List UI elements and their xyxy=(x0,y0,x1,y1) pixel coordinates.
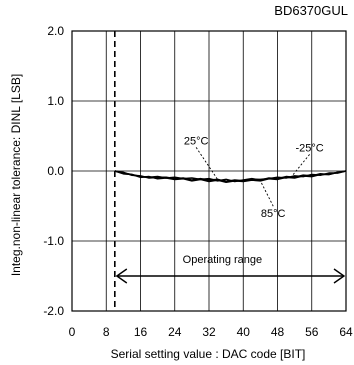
annotation-label: 25°C xyxy=(184,135,209,147)
x-tick-label: 40 xyxy=(237,325,251,339)
annotation-label: 85°C xyxy=(261,208,286,220)
annotation-leader xyxy=(259,180,274,207)
operating-range-label: Operating range xyxy=(183,254,263,266)
x-tick-label: 56 xyxy=(305,325,319,339)
y-tick-label: -1.0 xyxy=(43,234,64,248)
y-tick-label: -2.0 xyxy=(43,304,64,318)
annotation-leader xyxy=(195,147,218,180)
y-tick-label: 2.0 xyxy=(47,24,64,38)
x-axis-label: Serial setting value : DAC code [BIT] xyxy=(111,347,306,361)
x-tick-label: 64 xyxy=(339,325,353,339)
operating-range-arrowhead-right xyxy=(333,268,346,284)
series-line xyxy=(114,170,347,183)
annotation-leader xyxy=(289,154,310,179)
y-tick-label: 0.0 xyxy=(47,164,64,178)
chart-title: BD6370GUL xyxy=(274,3,348,18)
x-tick-label: 32 xyxy=(202,325,216,339)
y-tick-label: 1.0 xyxy=(47,94,64,108)
x-tick-label: 48 xyxy=(271,325,285,339)
y-axis-label: Integ.non-linear tolerance: DINL [LSB] xyxy=(9,74,23,276)
x-tick-label: 8 xyxy=(103,325,110,339)
annotation-label: -25°C xyxy=(295,142,323,154)
operating-range-arrowhead-left xyxy=(115,268,128,284)
plot-area: 0 8 16 24 32 40 48 56 64 2.0 1.0 0.0 -1.0 -2.0 25°C -25… xyxy=(43,24,353,339)
x-tick-label: 0 xyxy=(69,325,76,339)
x-tick-label: 24 xyxy=(168,325,182,339)
x-tick-label: 16 xyxy=(134,325,148,339)
